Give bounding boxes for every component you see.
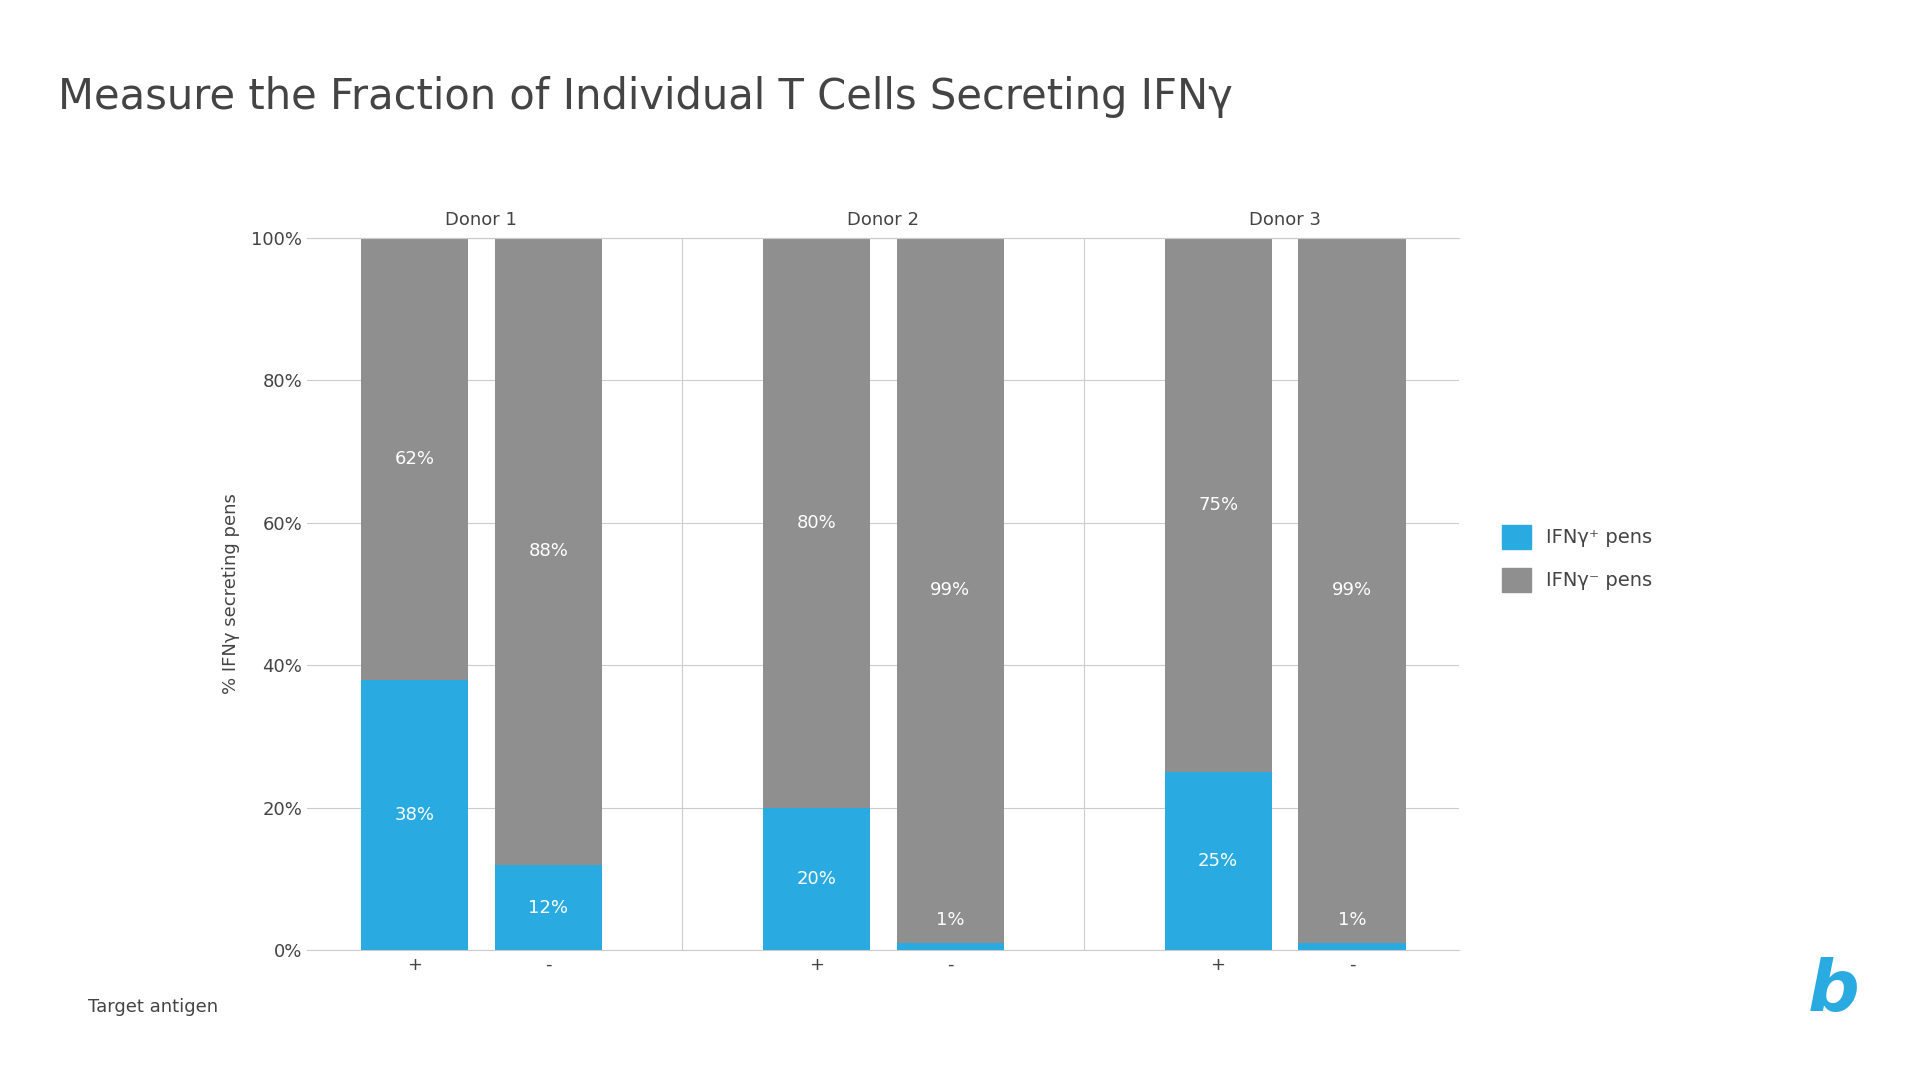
Text: 1%: 1% bbox=[1338, 912, 1367, 929]
Text: 88%: 88% bbox=[528, 542, 568, 561]
Text: 80%: 80% bbox=[797, 514, 835, 531]
Text: 75%: 75% bbox=[1198, 496, 1238, 514]
Text: 38%: 38% bbox=[394, 806, 434, 824]
Bar bbox=[762, 808, 870, 950]
Y-axis label: % IFNγ secreting pens: % IFNγ secreting pens bbox=[223, 494, 240, 694]
Bar bbox=[1298, 943, 1405, 950]
Text: Target antigen: Target antigen bbox=[88, 998, 217, 1016]
Text: Measure the Fraction of Individual T Cells Secreting IFNγ: Measure the Fraction of Individual T Cel… bbox=[58, 76, 1233, 118]
Bar bbox=[1298, 238, 1405, 943]
Text: 20%: 20% bbox=[797, 870, 837, 888]
Text: 62%: 62% bbox=[394, 449, 434, 468]
Bar bbox=[495, 238, 601, 865]
Text: 25%: 25% bbox=[1198, 852, 1238, 870]
Bar bbox=[897, 943, 1004, 950]
Bar bbox=[762, 238, 870, 808]
Text: 1%: 1% bbox=[935, 912, 964, 929]
Bar bbox=[361, 679, 468, 950]
Text: 12%: 12% bbox=[528, 899, 568, 917]
Bar bbox=[897, 238, 1004, 943]
Legend: IFNγ⁺ pens, IFNγ⁻ pens: IFNγ⁺ pens, IFNγ⁻ pens bbox=[1492, 515, 1663, 602]
Bar bbox=[1165, 772, 1271, 950]
Text: 99%: 99% bbox=[929, 581, 970, 599]
Text: 99%: 99% bbox=[1332, 581, 1373, 599]
Bar bbox=[1165, 238, 1271, 772]
Bar bbox=[495, 865, 601, 950]
Text: b: b bbox=[1809, 957, 1859, 1026]
Bar bbox=[361, 238, 468, 679]
